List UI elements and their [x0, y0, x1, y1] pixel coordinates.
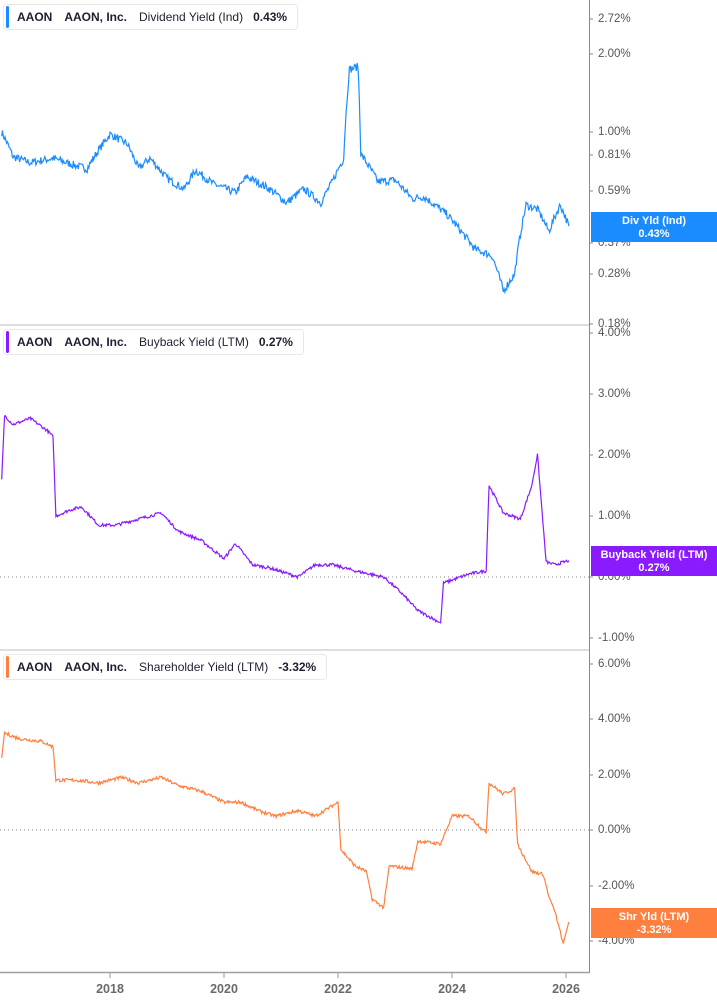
- legend-company: AAON, Inc.: [64, 660, 128, 674]
- flag-value: -3.32%: [636, 924, 672, 936]
- legend-company: AAON, Inc.: [64, 335, 128, 349]
- y-tick-label: 2.00%: [598, 48, 631, 60]
- y-tick-label: 1.00%: [598, 510, 631, 522]
- x-tick-label: 2024: [438, 982, 466, 996]
- shareholder-yield-line: [1, 731, 570, 944]
- y-tick-label: 1.00%: [598, 126, 631, 138]
- legend-value: -3.32%: [278, 660, 317, 674]
- legend-buyback-yield[interactable]: AAON AAON, Inc. Buyback Yield (LTM) 0.27…: [3, 329, 304, 355]
- legend-metric: Buyback Yield (LTM): [139, 335, 249, 349]
- legend-value: 0.27%: [258, 335, 293, 349]
- legend-ticker: AAON: [17, 660, 53, 674]
- legend-metric: Dividend Yield (Ind): [139, 10, 244, 24]
- current-value-flag-shareholder: Shr Yld (LTM) -3.32%: [591, 908, 717, 938]
- flag-label: Div Yld (Ind): [622, 215, 686, 227]
- y-tick-label: 4.00%: [598, 327, 631, 339]
- series-color-swatch: [6, 656, 9, 678]
- y-tick-label: 0.59%: [598, 185, 631, 197]
- y-tick-label: 0.00%: [598, 824, 631, 836]
- flag-value: 0.43%: [638, 228, 670, 240]
- x-tick-label: 2020: [210, 982, 238, 996]
- y-tick-label: 2.72%: [598, 13, 631, 25]
- y-tick-label: 0.28%: [598, 268, 631, 280]
- series-color-swatch: [6, 331, 9, 353]
- legend-metric: Shareholder Yield (LTM): [139, 660, 269, 674]
- series-color-swatch: [6, 6, 9, 28]
- legend-shareholder-yield[interactable]: AAON AAON, Inc. Shareholder Yield (LTM) …: [3, 654, 328, 680]
- y-tick-label: -1.00%: [598, 632, 635, 644]
- flag-label: Buyback Yield (LTM): [600, 549, 708, 561]
- y-tick-label: -4.00%: [598, 935, 635, 947]
- legend-dividend-yield[interactable]: AAON AAON, Inc. Dividend Yield (Ind) 0.4…: [3, 4, 299, 30]
- y-tick-marks: [589, 18, 593, 942]
- y-tick-label: 2.00%: [598, 449, 631, 461]
- y-tick-label: -2.00%: [598, 880, 635, 892]
- legend-value: 0.43%: [253, 10, 288, 24]
- y-tick-label: 6.00%: [598, 658, 631, 670]
- legend-ticker: AAON: [17, 10, 53, 24]
- buyback-yield-line: [1, 414, 570, 625]
- current-value-flag-dividend: Div Yld (Ind) 0.43%: [591, 212, 717, 242]
- x-tick-marks: [109, 973, 567, 978]
- y-tick-label: 0.18%: [598, 318, 631, 330]
- y-tick-label: 4.00%: [598, 713, 631, 725]
- flag-label: Shr Yld (LTM): [618, 911, 690, 923]
- legend-ticker: AAON: [17, 335, 53, 349]
- dividend-yield-line: [1, 62, 570, 295]
- y-tick-label: 0.81%: [598, 149, 631, 161]
- flag-value: 0.27%: [638, 562, 670, 574]
- x-tick-label: 2026: [552, 982, 580, 996]
- y-tick-label: 3.00%: [598, 388, 631, 400]
- x-tick-label: 2022: [324, 982, 352, 996]
- current-value-flag-buyback: Buyback Yield (LTM) 0.27%: [591, 546, 717, 576]
- x-tick-label: 2018: [96, 982, 124, 996]
- legend-company: AAON, Inc.: [64, 10, 128, 24]
- y-tick-label: 2.00%: [598, 769, 631, 781]
